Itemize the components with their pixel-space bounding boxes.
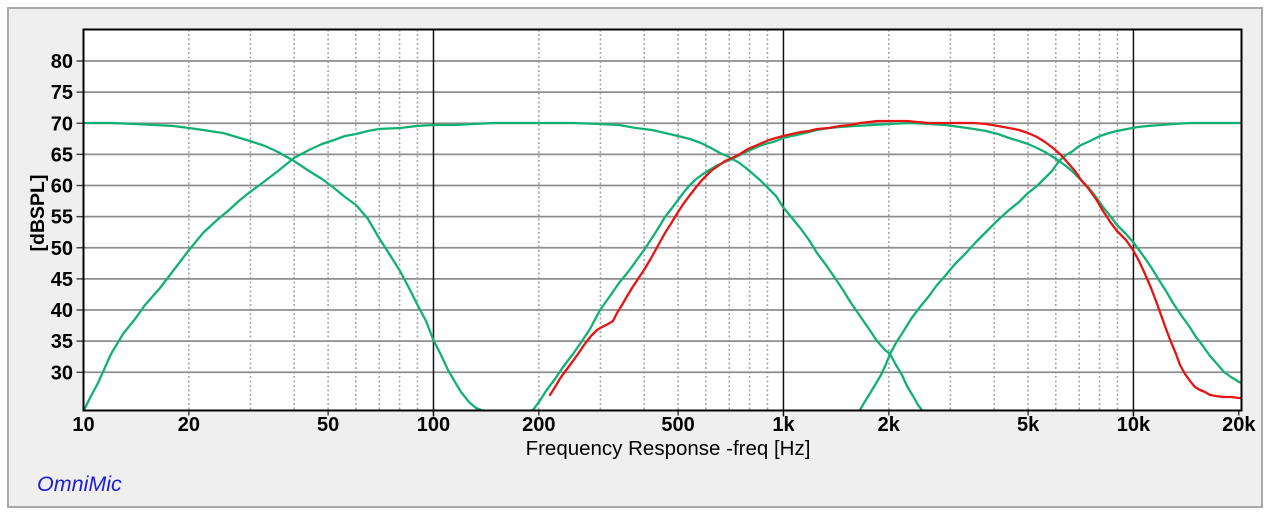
plot-frame-layer <box>82 28 1243 412</box>
y-tick-label: 50 <box>51 238 73 260</box>
curve-layer <box>83 119 1242 411</box>
x-tick-label: 10 <box>72 414 94 436</box>
watermark-omnimic: OmniMic <box>37 472 122 496</box>
y-tick-label: 40 <box>51 300 73 322</box>
y-tick-label: 80 <box>51 51 73 73</box>
x-tick-label: 200 <box>522 414 555 436</box>
y-tick-label: 30 <box>51 362 73 384</box>
x-tick-label: 5k <box>1017 414 1040 436</box>
x-tick-label: 10k <box>1117 414 1151 436</box>
y-tick-label: 35 <box>51 331 73 353</box>
x-axis-title: Frequency Response -freq [Hz] <box>526 437 811 460</box>
curve-band-mid-high-green <box>531 121 1242 411</box>
x-tick-label: 20k <box>1222 414 1256 436</box>
x-tick-label: 2k <box>878 414 901 436</box>
x-tick-label: 100 <box>417 414 450 436</box>
curve-band-high-green <box>858 121 1242 411</box>
gridline-layer <box>76 29 1242 417</box>
x-tick-label: 500 <box>661 414 694 436</box>
y-tick-label: 70 <box>51 113 73 135</box>
curve-band-mid-low-green <box>83 121 924 411</box>
y-tick-label: 60 <box>51 176 73 198</box>
y-tick-label: 65 <box>51 144 73 166</box>
x-tick-label: 20 <box>178 414 200 436</box>
y-tick-label: 45 <box>51 269 73 291</box>
y-axis-title: [dBSPL] <box>27 175 49 252</box>
y-tick-label: 55 <box>51 207 73 229</box>
x-tick-label: 50 <box>317 414 339 436</box>
x-tick-label: 1k <box>772 414 795 436</box>
curve-combined-response-red <box>548 119 1242 400</box>
y-tick-label: 75 <box>51 82 73 104</box>
tick-label-layer: 80 75 70 65 60 55 50 45 40 35 30 10 20 50 100 200 500 1k 2… <box>51 51 1257 436</box>
plot-border <box>82 28 1243 412</box>
curve-band-low-green <box>83 121 483 411</box>
